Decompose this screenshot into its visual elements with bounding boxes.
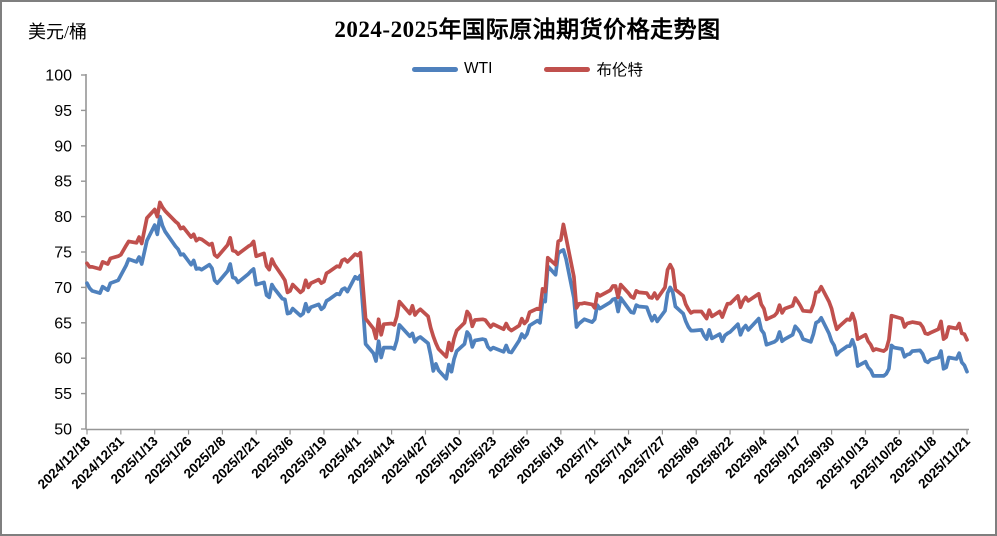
y-axis-unit-label: 美元/桶	[28, 22, 88, 42]
x-axis-ticks: 2024/12/182024/12/312025/1/132025/1/2620…	[35, 429, 973, 492]
brent-line	[85, 200, 969, 359]
legend-item-wti: WTI	[412, 60, 492, 78]
y-tick-label: 90	[54, 138, 72, 155]
y-tick-label: 50	[54, 422, 72, 439]
y-tick-label: 65	[54, 315, 72, 332]
legend-item-brent: 布伦特	[544, 58, 643, 80]
y-tick-label: 75	[54, 245, 72, 262]
y-tick-label: 100	[45, 68, 72, 85]
legend-label-brent: 布伦特	[596, 62, 643, 79]
axes	[85, 74, 969, 431]
legend: WTI 布伦特	[86, 58, 969, 80]
y-tick-label: 60	[54, 351, 72, 368]
y-axis-ticks: 100 95 90 85 80 75 70 65 60 55 50	[45, 68, 86, 439]
wti-line	[85, 214, 969, 381]
y-tick-label: 70	[54, 280, 72, 297]
y-tick-label: 80	[54, 209, 72, 226]
wti-line-swatch	[412, 66, 459, 72]
y-tick-label: 55	[54, 386, 72, 403]
y-tick-label: 95	[54, 103, 72, 120]
y-tick-label: 85	[54, 174, 72, 191]
brent-line-swatch	[544, 66, 591, 72]
legend-label-wti: WTI	[464, 60, 493, 77]
chart-title: 2024-2025年国际原油期货价格走势图	[334, 17, 721, 42]
